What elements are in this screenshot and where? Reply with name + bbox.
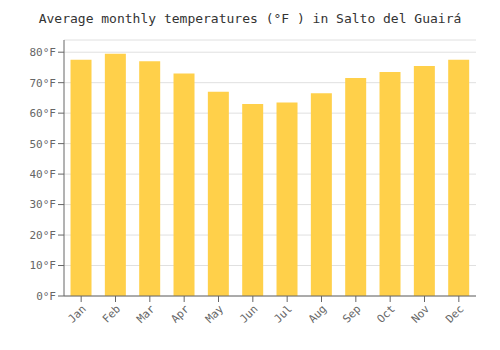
svg-text:30°F: 30°F (30, 198, 57, 211)
svg-text:May: May (203, 302, 227, 326)
svg-text:50°F: 50°F (30, 138, 57, 151)
svg-text:Apr: Apr (169, 302, 193, 326)
svg-text:40°F: 40°F (30, 168, 57, 181)
svg-text:Mar: Mar (134, 302, 158, 326)
svg-text:Jan: Jan (66, 302, 89, 325)
svg-text:70°F: 70°F (30, 77, 57, 90)
svg-text:Feb: Feb (100, 302, 123, 325)
svg-text:Sep: Sep (340, 302, 363, 325)
html-text:Average monthly temperatures (: Average monthly temperatures (°F ) in Sa… (38, 11, 462, 26)
svg-text:Dec: Dec (443, 302, 466, 325)
svg-text:20°F: 20°F (30, 229, 57, 242)
svg-text:Aug: Aug (306, 302, 329, 325)
svg-text:0°F: 0°F (36, 290, 56, 303)
svg-text:60°F: 60°F (30, 107, 57, 120)
svg-text:Jul: Jul (272, 302, 295, 325)
svg-text:10°F: 10°F (30, 259, 57, 272)
svg-text:Nov: Nov (409, 302, 433, 326)
svg-text:80°F: 80°F (30, 46, 57, 59)
svg-text:Oct: Oct (375, 302, 398, 325)
svg-text:Jun: Jun (237, 302, 260, 325)
